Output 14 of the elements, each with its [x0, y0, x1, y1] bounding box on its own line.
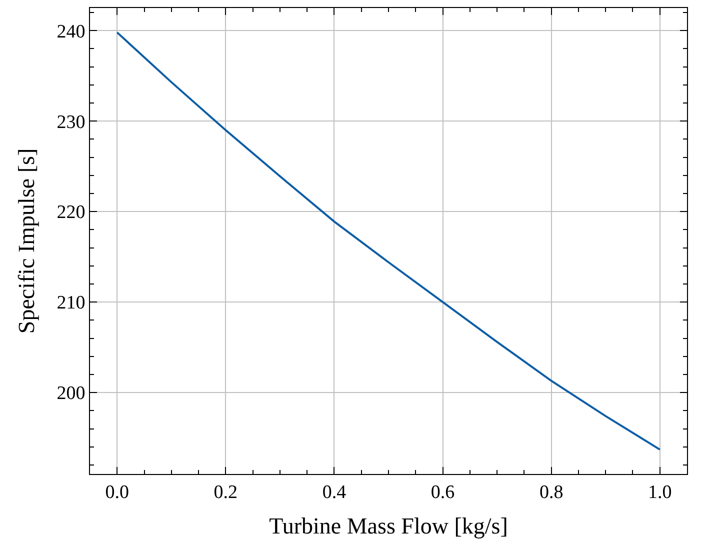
line-series	[116, 31, 661, 451]
x-tick-label: 0.4	[322, 482, 347, 503]
x-tick-label: 1.0	[648, 482, 672, 503]
x-tick-label: 0.0	[105, 482, 130, 503]
y-tick-label: 230	[56, 112, 86, 133]
x-tick-label: 0.2	[214, 482, 238, 503]
y-tick-label: 210	[56, 292, 86, 314]
x-axis-title: Turbine Mass Flow [kg/s]	[269, 513, 508, 538]
y-axis-title: Specific Impulse [s]	[14, 148, 40, 334]
x-tick-label: 0.8	[539, 482, 564, 503]
y-tick-label: 220	[56, 202, 86, 224]
y-tick-label: 240	[56, 21, 86, 42]
y-tick-label: 200	[56, 383, 86, 404]
x-tick-label: 0.6	[430, 482, 455, 503]
